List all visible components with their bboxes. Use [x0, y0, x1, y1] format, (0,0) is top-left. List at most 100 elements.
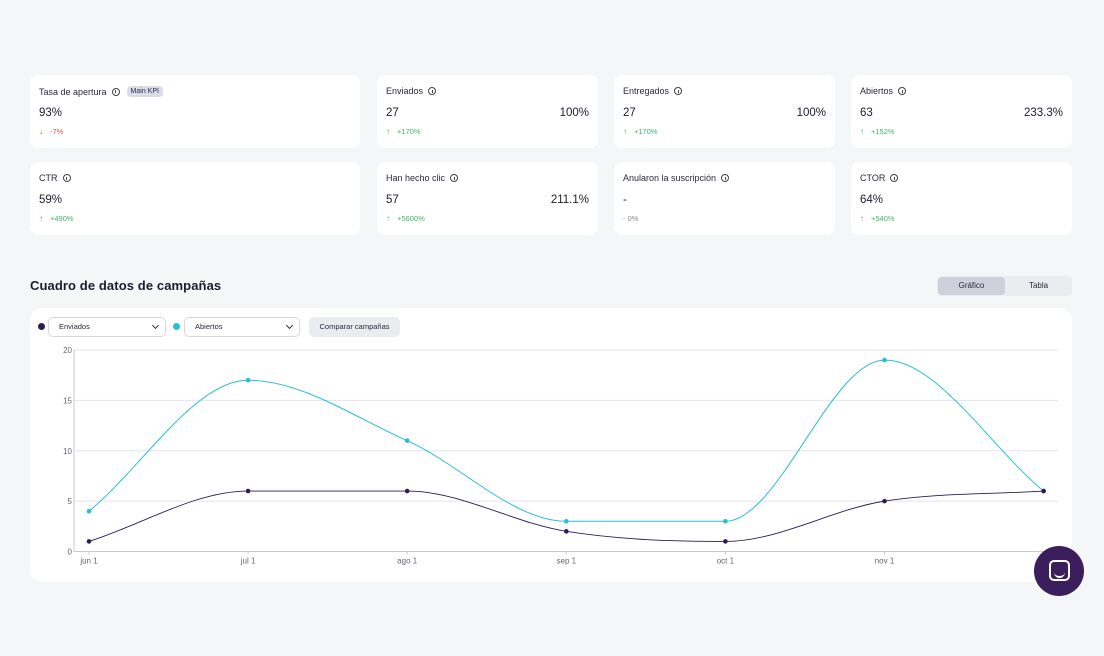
toggle-grafico-button[interactable]: Gráfico: [938, 277, 1005, 295]
info-icon[interactable]: [450, 174, 459, 182]
series2-select-value: Abiertos: [195, 322, 223, 331]
data-point-abiertos: [245, 377, 251, 383]
info-icon[interactable]: [62, 174, 71, 182]
kpi-value: 27: [623, 107, 636, 119]
kpi-percentage: 100%: [559, 107, 589, 119]
kpi-title: Enviados: [386, 86, 424, 96]
kpi-value: 63: [860, 107, 873, 119]
kpi-percentage: 233.3%: [1023, 107, 1063, 119]
kpi-delta-value: +170%: [397, 127, 421, 136]
x-tick-label: sep 1: [557, 557, 577, 566]
kpi-value: 59%: [39, 194, 63, 206]
chart-card: Enviados Abiertos Comparar campañas 0 5 10…: [30, 308, 1072, 582]
y-tick-label: 0: [68, 548, 73, 557]
kpi-delta: ↑ +490%: [39, 214, 74, 223]
y-tick-label: 15: [63, 396, 72, 405]
arrow-up-icon: ↑: [386, 127, 390, 136]
series2-select[interactable]: Abiertos: [184, 317, 300, 337]
info-icon[interactable]: [890, 174, 899, 182]
kpi-title: Han hecho clic: [386, 173, 446, 183]
arrow-up-icon: ↑: [623, 127, 627, 136]
kpi-delta-value: +540%: [871, 214, 895, 223]
kpi-delta: ↓ -7%: [39, 127, 63, 136]
x-tick-label: jul 1: [240, 557, 256, 566]
data-point-abiertos: [564, 518, 569, 524]
kpi-card-ctr: CTR 59% ↑ +490%: [30, 162, 360, 235]
arrow-up-icon: ↑: [386, 214, 390, 223]
data-point-enviados: [86, 539, 92, 544]
data-point-enviados: [882, 498, 887, 504]
arrow-up-icon: ↑: [39, 214, 43, 223]
kpi-card-abiertos: Abiertos 63 233.3% ↑ +152%: [851, 75, 1072, 148]
kpi-delta: ↑ +5600%: [386, 214, 425, 223]
chat-icon: [1049, 560, 1070, 581]
data-point-enviados: [564, 529, 569, 534]
y-tick-label: 10: [63, 447, 72, 456]
kpi-delta-value: - 0%: [623, 214, 639, 223]
kpi-title: Abiertos: [860, 86, 894, 96]
arrow-down-icon: ↓: [39, 127, 43, 136]
data-point-abiertos: [86, 508, 92, 514]
kpi-percentage: 100%: [796, 107, 826, 119]
y-tick-label: 5: [68, 497, 73, 506]
kpi-delta: ↑ +170%: [623, 127, 658, 136]
kpi-percentage: 211.1%: [550, 194, 589, 206]
kpi-delta-value: +5600%: [397, 214, 425, 223]
arrow-up-icon: ↑: [860, 214, 864, 223]
kpi-delta-value: +170%: [634, 127, 658, 136]
kpi-title: Anularon la suscripción: [623, 173, 717, 183]
y-tick-label: 20: [63, 346, 72, 355]
kpi-delta: ↑ +152%: [860, 127, 895, 136]
kpi-card-anularon-suscripcion: Anularon la suscripción - - 0%: [614, 162, 835, 235]
kpi-delta-value: -7%: [50, 127, 64, 136]
kpi-card-tasa-apertura: Tasa de apertura Main KPI 93% ↓ -7%: [30, 75, 360, 148]
kpi-card-ctor: CTOR 64% ↑ +540%: [851, 162, 1072, 235]
kpi-title: Entregados: [623, 86, 670, 96]
x-tick-label: oct 1: [717, 557, 735, 566]
info-icon[interactable]: [428, 87, 437, 95]
series-line-abiertos: [88, 359, 1044, 522]
chat-support-button[interactable]: [1034, 546, 1084, 596]
toggle-tabla-button[interactable]: Tabla: [1028, 281, 1049, 290]
info-icon[interactable]: [111, 87, 120, 96]
series1-select[interactable]: Enviados: [48, 317, 166, 337]
data-point-abiertos: [882, 357, 887, 363]
data-point-enviados: [723, 539, 728, 544]
data-point-enviados: [245, 488, 251, 494]
kpi-title: CTR: [39, 173, 58, 183]
kpi-title: Tasa de apertura: [39, 86, 107, 97]
kpi-title: CTOR: [860, 173, 886, 183]
kpi-delta: - 0%: [623, 214, 638, 223]
data-point-enviados: [404, 488, 410, 494]
section-title: Cuadro de datos de campañas: [30, 278, 222, 293]
compare-campaigns-button[interactable]: Comparar campañas: [309, 317, 400, 337]
series-line-enviados: [88, 490, 1044, 542]
kpi-delta: ↑ +540%: [860, 214, 895, 223]
x-tick-label: jun 1: [79, 557, 98, 566]
kpi-value: 27: [386, 107, 399, 119]
kpi-value: -: [623, 194, 627, 206]
kpi-card-han-hecho-clic: Han hecho clic 57 211.1% ↑ +5600%: [377, 162, 598, 235]
series-color-dot-abiertos: [173, 323, 180, 330]
line-chart: 0 5 10 15 20 jun 1 jul 1 ago 1 sep 1 oct 1 nov 1: [63, 346, 1058, 566]
data-point-enviados: [1041, 488, 1046, 494]
info-icon[interactable]: [721, 174, 730, 182]
data-point-abiertos: [723, 518, 728, 524]
series-color-dot-enviados: [38, 323, 45, 330]
kpi-delta-value: +152%: [871, 127, 895, 136]
x-tick-label: ago 1: [397, 557, 418, 566]
kpi-card-entregados: Entregados 27 100% ↑ +170%: [614, 75, 835, 148]
info-icon[interactable]: [898, 87, 907, 95]
main-kpi-badge: Main KPI: [126, 86, 163, 97]
arrow-up-icon: ↑: [860, 127, 864, 136]
series1-select-value: Enviados: [59, 322, 90, 331]
kpi-value: 64%: [860, 194, 884, 206]
kpi-value: 93%: [39, 107, 63, 119]
data-point-abiertos: [404, 438, 410, 443]
info-icon[interactable]: [674, 87, 683, 95]
view-toggle: Gráfico Tabla: [937, 276, 1072, 296]
kpi-card-enviados: Enviados 27 100% ↑ +170%: [377, 75, 598, 148]
kpi-delta: ↑ +170%: [386, 127, 421, 136]
x-tick-label: nov 1: [875, 557, 895, 566]
kpi-delta-value: +490%: [50, 214, 74, 223]
